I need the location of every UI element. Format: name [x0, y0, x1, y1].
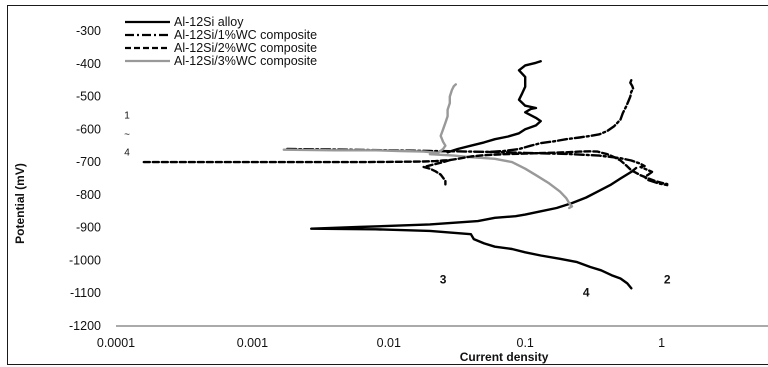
y-axis-title: Potential (mV) — [13, 163, 27, 244]
y-tick-label: -1000 — [69, 253, 101, 267]
chart-frame: -300 -400 -500 -600 -700 -800 -900 -1000 -1100 -1… — [7, 5, 768, 365]
y-tick-label: -1100 — [70, 286, 101, 300]
y-tick-label: -800 — [76, 188, 101, 202]
series-segment-1 — [446, 60, 542, 154]
curve-number-label: 4 — [583, 286, 590, 300]
x-tick-label: 1 — [658, 336, 665, 350]
side-label: 4 — [124, 148, 130, 159]
side-label: 1 — [124, 111, 130, 122]
series-line-3 — [142, 158, 451, 186]
curve-number-label: 2 — [664, 272, 671, 286]
series-line-1 — [310, 166, 638, 290]
series-line-2 — [286, 79, 635, 154]
series-segment-2 — [488, 150, 669, 187]
legend-label: Al-12Si/2%WC composite — [174, 41, 317, 55]
series-segment-4 — [436, 83, 457, 155]
y-tick-label: -1200 — [69, 319, 101, 333]
x-tick-label: 0.001 — [237, 336, 268, 350]
y-tick-label: -500 — [76, 90, 101, 104]
legend-label: Al-12Si/1%WC composite — [174, 28, 317, 42]
y-tick-label: -700 — [76, 155, 101, 169]
legend-label: Al-12Si alloy — [174, 15, 244, 29]
series-segment-5 — [568, 205, 574, 210]
x-axis-title: Current density — [460, 350, 549, 364]
y-tick-label: -600 — [76, 122, 101, 136]
y-tick-label: -900 — [76, 221, 101, 235]
series-segment-3 — [448, 150, 669, 186]
x-tick-label: 0.1 — [517, 336, 534, 350]
legend-label: Al-12Si/3%WC composite — [174, 54, 317, 68]
polarization-chart: -300 -400 -500 -600 -700 -800 -900 -1000 -1100 -1… — [13, 15, 768, 364]
y-tick-label: -400 — [76, 57, 101, 71]
series-line-4 — [282, 148, 574, 208]
curve-number-label: 3 — [440, 272, 447, 286]
y-tick-label: -300 — [76, 24, 101, 38]
x-tick-label: 0.0001 — [97, 336, 135, 350]
side-label: ~ — [124, 130, 130, 141]
x-tick-label: 0.01 — [377, 336, 401, 350]
